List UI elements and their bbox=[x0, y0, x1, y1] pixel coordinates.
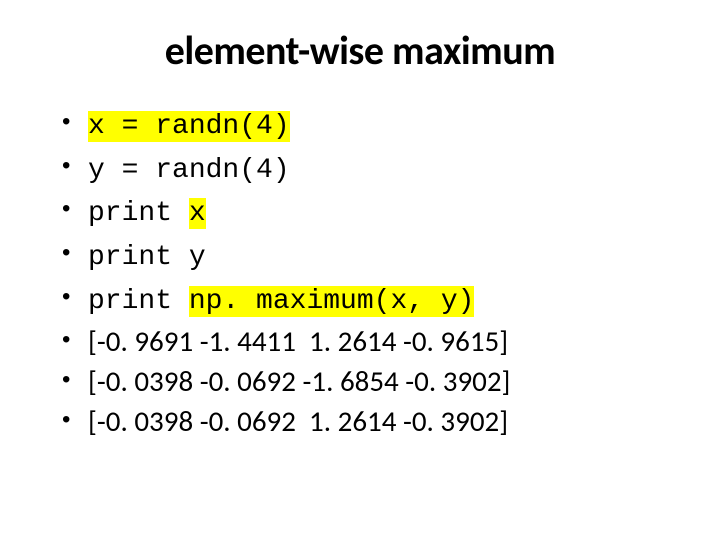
code-highlight: np. maximum(x, y) bbox=[189, 286, 475, 317]
code-line-3: print x bbox=[62, 190, 720, 234]
code-line-2: y = randn(4) bbox=[62, 147, 720, 191]
bullet-list: x = randn(4) y = randn(4) print x print … bbox=[0, 103, 720, 441]
code-highlight: x = randn(4) bbox=[88, 111, 290, 142]
slide-title: element-wise maximum bbox=[0, 26, 720, 75]
code-line-4: print y bbox=[62, 234, 720, 278]
output-line-2: [-0. 0398 -0. 0692 -1. 6854 -0. 3902] bbox=[62, 361, 720, 401]
output-line-3: [-0. 0398 -0. 0692 1. 2614 -0. 3902] bbox=[62, 401, 720, 441]
slide: element-wise maximum x = randn(4) y = ra… bbox=[0, 0, 720, 540]
code-highlight: x bbox=[189, 198, 206, 229]
output-line-1: [-0. 9691 -1. 4411 1. 2614 -0. 9615] bbox=[62, 321, 720, 361]
code-line-5: print np. maximum(x, y) bbox=[62, 278, 720, 322]
code-line-1: x = randn(4) bbox=[62, 103, 720, 147]
